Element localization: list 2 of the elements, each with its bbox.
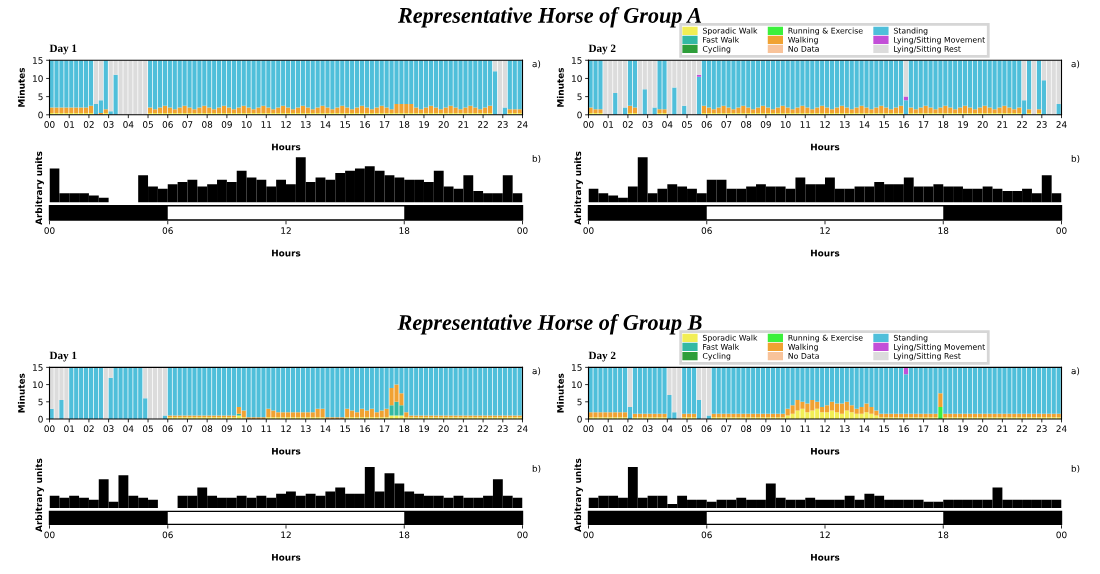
chart-title: Representative Horse of Group A (397, 7, 702, 28)
chart-title: Representative Horse of Group B (397, 314, 702, 335)
